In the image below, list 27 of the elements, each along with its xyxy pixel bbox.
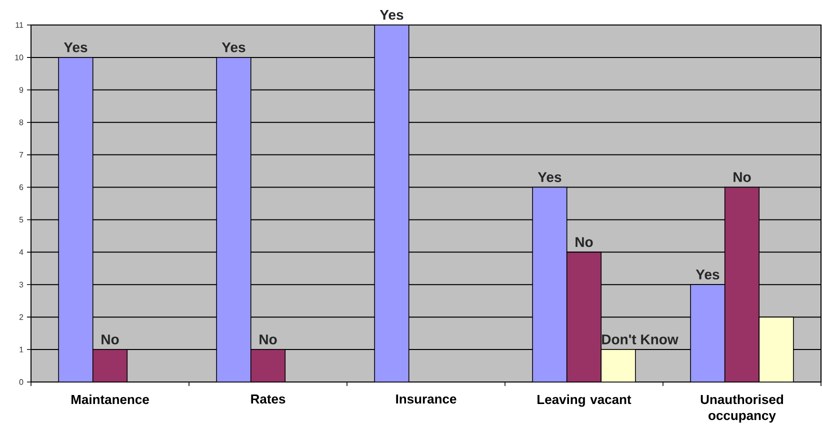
x-tick-label: Leaving vacant bbox=[538, 394, 632, 407]
x-tick-label: Maintanence bbox=[72, 394, 149, 404]
y-tick-label: 6 bbox=[19, 184, 24, 190]
y-tick-label: 8 bbox=[19, 120, 24, 126]
data-label: No bbox=[260, 334, 277, 344]
y-tick-label: 7 bbox=[19, 152, 24, 158]
data-label: No bbox=[734, 172, 751, 182]
x-tick-label: Rates bbox=[251, 394, 286, 404]
data-label: Yes bbox=[696, 270, 720, 280]
y-tick-label: 10 bbox=[15, 54, 24, 60]
data-label: Yes bbox=[64, 42, 88, 52]
x-tick-label: Insurance bbox=[396, 394, 456, 404]
data-label: No bbox=[102, 334, 119, 344]
data-label: Yes bbox=[380, 10, 404, 20]
data-label: Yes bbox=[222, 42, 246, 52]
y-tick-label: 4 bbox=[19, 249, 24, 255]
x-tick-label: Unauthorised occupancy bbox=[700, 394, 784, 423]
y-tick-label: 3 bbox=[19, 282, 24, 288]
data-label: Yes bbox=[538, 172, 562, 182]
data-label: No bbox=[576, 237, 593, 247]
y-tick-label: 5 bbox=[19, 216, 24, 223]
y-tick-label: 2 bbox=[19, 314, 24, 320]
y-tick-label: 0 bbox=[19, 379, 24, 385]
y-tick-label: 1 bbox=[20, 346, 24, 352]
data-label: Don't Know bbox=[602, 334, 678, 344]
y-tick-label: 9 bbox=[19, 87, 24, 93]
y-tick-label: 11 bbox=[16, 22, 24, 28]
